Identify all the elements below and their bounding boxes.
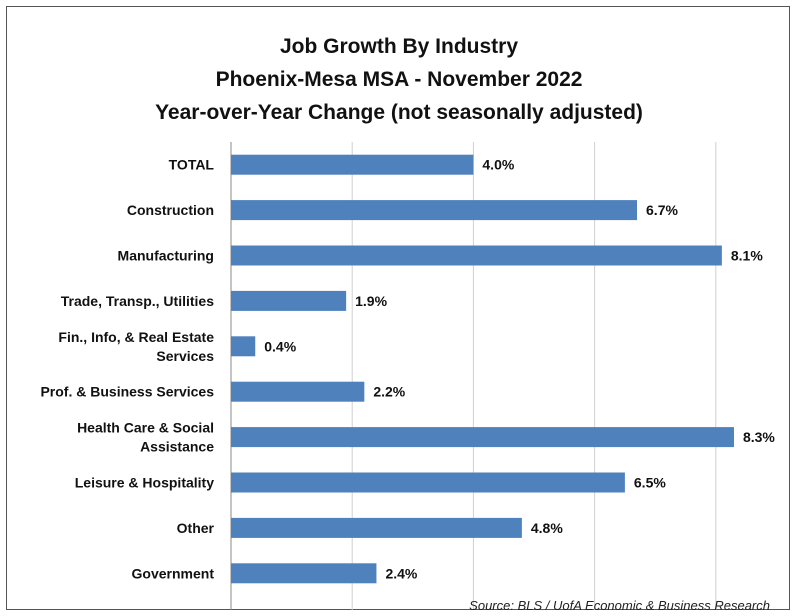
- category-label: Health Care & Social Assistance: [77, 420, 214, 455]
- bars: [231, 154, 734, 584]
- category-label-line: Assistance: [140, 439, 214, 455]
- category-label-line: Manufacturing: [118, 248, 214, 264]
- category-label-line: Fin., Info, & Real Estate: [58, 329, 214, 345]
- data-label: 2.2%: [373, 384, 405, 400]
- category-label: Fin., Info, & Real Estate Services: [58, 329, 214, 364]
- category-label-line: Prof. & Business Services: [40, 384, 214, 400]
- category-label-line: Other: [177, 520, 215, 536]
- data-label: 6.7%: [646, 202, 678, 218]
- bar: [231, 517, 522, 538]
- bar: [231, 245, 722, 266]
- category-label: Other: [177, 520, 215, 536]
- data-label: 8.1%: [731, 248, 763, 264]
- category-label-line: Leisure & Hospitality: [75, 475, 214, 491]
- bar: [231, 427, 734, 448]
- category-label: Manufacturing: [118, 248, 214, 264]
- data-label: 4.8%: [531, 520, 563, 536]
- bar: [231, 200, 638, 221]
- data-label: 1.9%: [355, 293, 387, 309]
- title-line-3: Year-over-Year Change (not seasonally ad…: [155, 101, 643, 124]
- category-label: Prof. & Business Services: [40, 384, 214, 400]
- title-line-2: Phoenix-Mesa MSA - November 2022: [215, 68, 583, 91]
- bar: [231, 381, 365, 402]
- chart-frame: [6, 6, 790, 610]
- category-label: Government: [132, 565, 215, 581]
- category-label-line: Services: [156, 348, 214, 364]
- data-label: 4.0%: [482, 157, 514, 173]
- category-label-line: Government: [132, 565, 215, 581]
- title-line-1: Job Growth By Industry: [279, 35, 518, 58]
- data-label: 6.5%: [634, 475, 666, 491]
- category-label-line: Health Care & Social: [77, 420, 214, 436]
- source-note: Source: BLS / UofA Economic & Business R…: [469, 598, 770, 613]
- category-labels: TOTAL Construction Manufacturing Trade, Tra…: [40, 157, 214, 582]
- bar: [231, 336, 256, 357]
- chart-title: Job Growth By Industry Phoenix-Mesa MSA …: [0, 30, 798, 129]
- data-label: 8.3%: [743, 429, 775, 445]
- category-label-line: Trade, Transp., Utilities: [61, 293, 214, 309]
- category-label-line: TOTAL: [169, 157, 215, 173]
- value-labels: 4.0% 6.7% 8.1% 1.9% 0.4% 2.2% 8.3% 6.5% 4.8% 2.4%: [264, 157, 775, 582]
- data-label: 2.4%: [385, 565, 417, 581]
- category-label-line: Construction: [127, 202, 214, 218]
- bar: [231, 290, 347, 311]
- category-label: Trade, Transp., Utilities: [61, 293, 214, 309]
- category-label: TOTAL: [169, 157, 215, 173]
- bar: [231, 472, 625, 493]
- category-label: Construction: [127, 202, 214, 218]
- bar: [231, 563, 377, 584]
- bar: [231, 154, 474, 175]
- category-label: Leisure & Hospitality: [75, 475, 214, 491]
- data-label: 0.4%: [264, 338, 296, 354]
